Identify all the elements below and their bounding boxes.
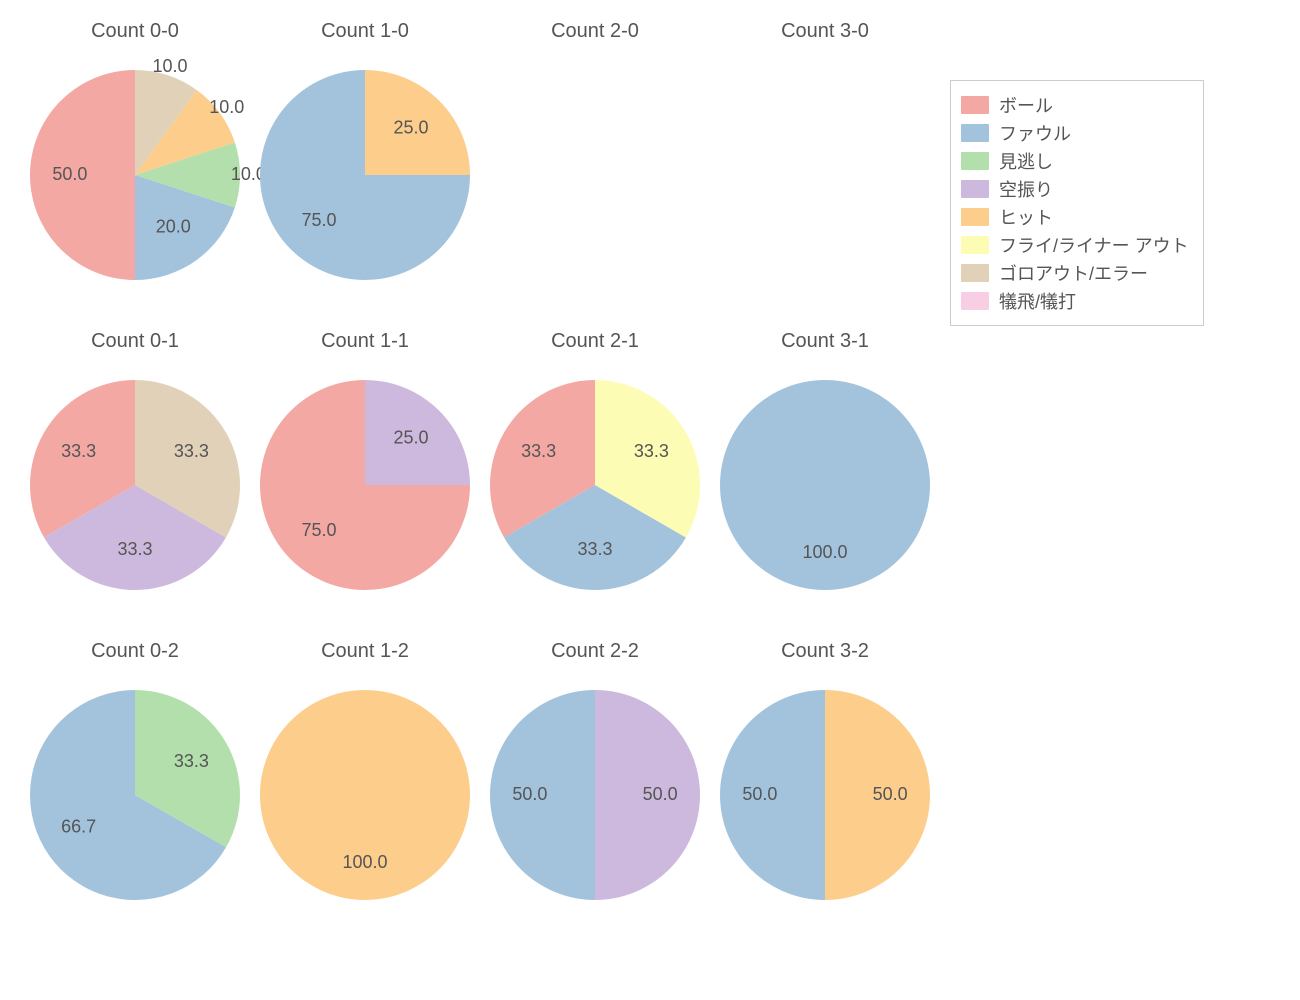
slice-label: 50.0 — [742, 784, 777, 804]
pie-title: Count 2-0 — [480, 20, 710, 43]
slice-label: 25.0 — [394, 428, 429, 448]
pie-cell: Count 0-1 33.3 33.3 33.3 — [20, 320, 250, 630]
pie-chart: 66.7 33.3 — [30, 690, 240, 900]
slice-label: 100.0 — [342, 852, 387, 872]
pie-cell: Count 1-0 75.0 25.0 — [250, 10, 480, 320]
pie-title: Count 0-0 — [20, 20, 250, 43]
pie-title: Count 1-2 — [250, 640, 480, 663]
pie-title: Count 3-0 — [710, 20, 940, 43]
pie-title: Count 2-1 — [480, 330, 710, 353]
legend-row: 犠飛/犠打 — [961, 287, 1189, 315]
slice-label: 50.0 — [52, 164, 87, 184]
legend-label: ゴロアウト/エラー — [999, 260, 1148, 286]
legend-row: ヒット — [961, 203, 1189, 231]
legend-row: ゴロアウト/エラー — [961, 259, 1189, 287]
legend-swatch — [961, 96, 989, 114]
pie-title: Count 1-0 — [250, 20, 480, 43]
pie-title: Count 0-2 — [20, 640, 250, 663]
slice-label: 66.7 — [61, 816, 96, 836]
legend-label: ファウル — [999, 120, 1071, 146]
slice-label: 33.3 — [634, 441, 669, 461]
slice-label: 20.0 — [156, 216, 191, 236]
legend-label: 犠飛/犠打 — [999, 288, 1076, 314]
pie-cell: Count 0-2 66.7 33.3 — [20, 630, 250, 940]
legend-swatch — [961, 208, 989, 226]
legend-swatch — [961, 124, 989, 142]
pie-chart: 50.0 50.0 — [720, 690, 930, 900]
slice-label: 75.0 — [301, 520, 336, 540]
pie-chart: 33.3 33.3 33.3 — [30, 380, 240, 590]
legend-row: 見逃し — [961, 147, 1189, 175]
legend: ボールファウル見逃し空振りヒットフライ/ライナー アウトゴロアウト/エラー犠飛/… — [950, 80, 1204, 326]
slice-label: 100.0 — [802, 542, 847, 562]
legend-label: フライ/ライナー アウト — [999, 232, 1189, 258]
pie-title: Count 2-2 — [480, 640, 710, 663]
pie-cell: Count 2-1 33.3 33.3 33.3 — [480, 320, 710, 630]
legend-swatch — [961, 236, 989, 254]
legend-label: ボール — [999, 92, 1053, 118]
pie-chart: 75.0 25.0 — [260, 70, 470, 280]
pie-chart: 75.0 25.0 — [260, 380, 470, 590]
slice-label: 10.0 — [153, 56, 188, 76]
slice-label: 33.3 — [61, 441, 96, 461]
pie-cell: Count 2-0 — [480, 10, 710, 320]
chart-grid: Count 0-050.020.010.010.010.0Count 1-075… — [0, 0, 1300, 1000]
slice-label: 10.0 — [209, 97, 244, 117]
slice-label: 33.3 — [174, 441, 209, 461]
slice-label: 75.0 — [301, 210, 336, 230]
pie-cell: Count 2-2 50.0 50.0 — [480, 630, 710, 940]
pie-title: Count 0-1 — [20, 330, 250, 353]
legend-label: 見逃し — [999, 148, 1053, 174]
pie-cell: Count 3-1 100.0 — [710, 320, 940, 630]
pie-cell: Count 3-2 50.0 50.0 — [710, 630, 940, 940]
pie-title: Count 1-1 — [250, 330, 480, 353]
slice-label: 50.0 — [512, 784, 547, 804]
pie-chart: 33.3 33.3 33.3 — [490, 380, 700, 590]
slice-label: 33.3 — [174, 751, 209, 771]
legend-row: 空振り — [961, 175, 1189, 203]
pie-chart: 100.0 — [260, 690, 470, 900]
pie-chart: 50.0 50.0 — [490, 690, 700, 900]
legend-swatch — [961, 264, 989, 282]
slice-label: 25.0 — [394, 118, 429, 138]
pie-title: Count 3-1 — [710, 330, 940, 353]
slice-label: 33.3 — [117, 539, 152, 559]
legend-swatch — [961, 152, 989, 170]
pie-cell: Count 0-050.020.010.010.010.0 — [20, 10, 250, 320]
legend-swatch — [961, 292, 989, 310]
slice-label: 50.0 — [873, 784, 908, 804]
slice-label: 33.3 — [521, 441, 556, 461]
legend-label: ヒット — [999, 204, 1053, 230]
legend-row: ボール — [961, 91, 1189, 119]
pie-chart: 100.0 — [720, 380, 930, 590]
slice-label: 33.3 — [577, 539, 612, 559]
legend-row: フライ/ライナー アウト — [961, 231, 1189, 259]
slice-label: 50.0 — [643, 784, 678, 804]
legend-swatch — [961, 180, 989, 198]
legend-row: ファウル — [961, 119, 1189, 147]
pie-cell: Count 3-0 — [710, 10, 940, 320]
legend-label: 空振り — [999, 176, 1053, 202]
pie-title: Count 3-2 — [710, 640, 940, 663]
pie-chart: 50.020.010.010.010.0 — [30, 70, 240, 280]
pie-cell: Count 1-1 75.0 25.0 — [250, 320, 480, 630]
pie-cell: Count 1-2 100.0 — [250, 630, 480, 940]
